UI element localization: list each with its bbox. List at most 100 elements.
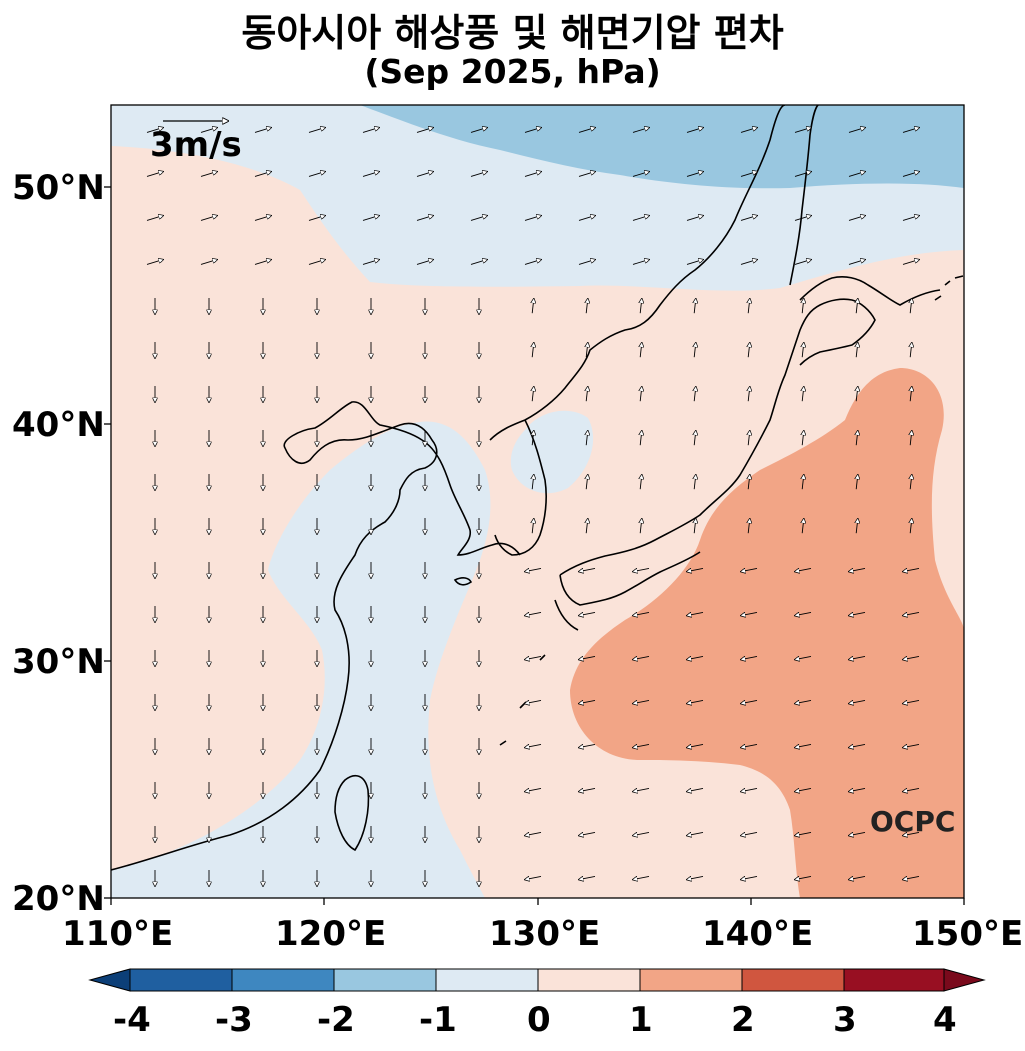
wind-vector (532, 387, 534, 402)
wind-vector (146, 260, 163, 265)
wind-vector (579, 567, 596, 571)
wind-vector (849, 875, 866, 879)
wind-vector (740, 216, 757, 221)
wind-vector (146, 216, 163, 221)
coast-japan (554, 298, 876, 631)
lat-label-20: 20°N (12, 879, 105, 919)
wind-vector (586, 343, 588, 358)
wind-vector (903, 567, 920, 571)
wind-vector (741, 567, 758, 571)
wind-vector (794, 172, 811, 177)
wind-vector (795, 743, 812, 747)
wind-vector (470, 260, 487, 265)
colorbar-extend-high (943, 968, 986, 992)
wind-vector (200, 128, 217, 133)
wind-vector (416, 172, 433, 177)
colorbar-bin-2 (231, 968, 335, 992)
wind-vector (795, 875, 812, 879)
wind-vector (849, 699, 866, 703)
wind-vector (470, 128, 487, 133)
map-subtitle: (Sep 2025, hPa) (364, 52, 661, 91)
wind-vector (694, 431, 696, 446)
colorbar-tick-neg4: -4 (113, 1000, 151, 1040)
wind-vector (748, 475, 750, 490)
wind-vector (903, 831, 920, 835)
wind-vector (741, 787, 758, 791)
wind-vector (687, 787, 704, 791)
wind-vector (308, 128, 325, 133)
coast-ryukyu (453, 577, 546, 746)
wind-vector (586, 299, 588, 314)
wind-vector (856, 519, 858, 534)
wind-vector (640, 475, 642, 490)
colorbar (88, 968, 986, 992)
wind-vector (910, 343, 912, 358)
wind-vector (856, 343, 858, 358)
wind-vector (200, 172, 217, 177)
wind-vector (254, 128, 271, 133)
wind-vector (579, 611, 596, 615)
coast-kamchatka-arc (934, 275, 964, 301)
wind-vector (578, 128, 595, 133)
wind-vector (694, 387, 696, 402)
wind-vector (694, 299, 696, 314)
ocpc-logo: OCPC (870, 805, 956, 838)
wind-vector (586, 387, 588, 402)
wind-vector (794, 128, 811, 133)
wind-vector (856, 475, 858, 490)
wind-vector (308, 172, 325, 177)
wind-vector (687, 875, 704, 879)
wind-vector (795, 699, 812, 703)
wind-vector (802, 475, 804, 490)
wind-vector (532, 431, 534, 446)
wind-vector (795, 831, 812, 835)
wind-vector (525, 567, 542, 571)
wind-vector (416, 216, 433, 221)
colorbar-extend-low (88, 968, 131, 992)
wind-vector (802, 343, 804, 358)
lat-label-30: 30°N (12, 642, 105, 682)
wind-vector (849, 743, 866, 747)
wind-vector (524, 260, 541, 265)
wind-vector (633, 567, 650, 571)
wind-vector (740, 128, 757, 133)
wind-vector (741, 699, 758, 703)
wind-vector (849, 831, 866, 835)
colorbar-tick-neg2: -2 (317, 1000, 355, 1040)
lon-label-150: 150°E (912, 914, 1024, 954)
colorbar-tick-4: 4 (933, 1000, 957, 1040)
wind-scale-label: 3m/s (150, 125, 242, 165)
wind-vector (416, 260, 433, 265)
wind-vector (586, 475, 588, 490)
contour-neg1-0-yellow-sea (111, 421, 491, 898)
colorbar-bin-7 (741, 968, 845, 992)
wind-vector (579, 831, 596, 835)
wind-vector (362, 172, 379, 177)
wind-vector (308, 260, 325, 265)
wind-vector (903, 743, 920, 747)
wind-vector (146, 172, 163, 177)
wind-vector (740, 260, 757, 265)
wind-vector (748, 343, 750, 358)
wind-vector (686, 260, 703, 265)
wind-vector (579, 875, 596, 879)
wind-vector (308, 216, 325, 221)
lat-label-40: 40°N (12, 405, 105, 445)
wind-vector (578, 172, 595, 177)
wind-vector (802, 387, 804, 402)
wind-vector (200, 216, 217, 221)
coast-sakhalin (789, 105, 819, 286)
wind-vector (532, 519, 534, 534)
wind-vector (579, 699, 596, 703)
wind-vector (254, 172, 271, 177)
wind-vector (640, 299, 642, 314)
colorbar-bin-6 (639, 968, 743, 992)
wind-vector (525, 831, 542, 835)
wind-vector (741, 743, 758, 747)
wind-vector (795, 567, 812, 571)
wind-vector (687, 699, 704, 703)
wind-vector (694, 475, 696, 490)
wind-vector (910, 475, 912, 490)
wind-vector (903, 611, 920, 615)
